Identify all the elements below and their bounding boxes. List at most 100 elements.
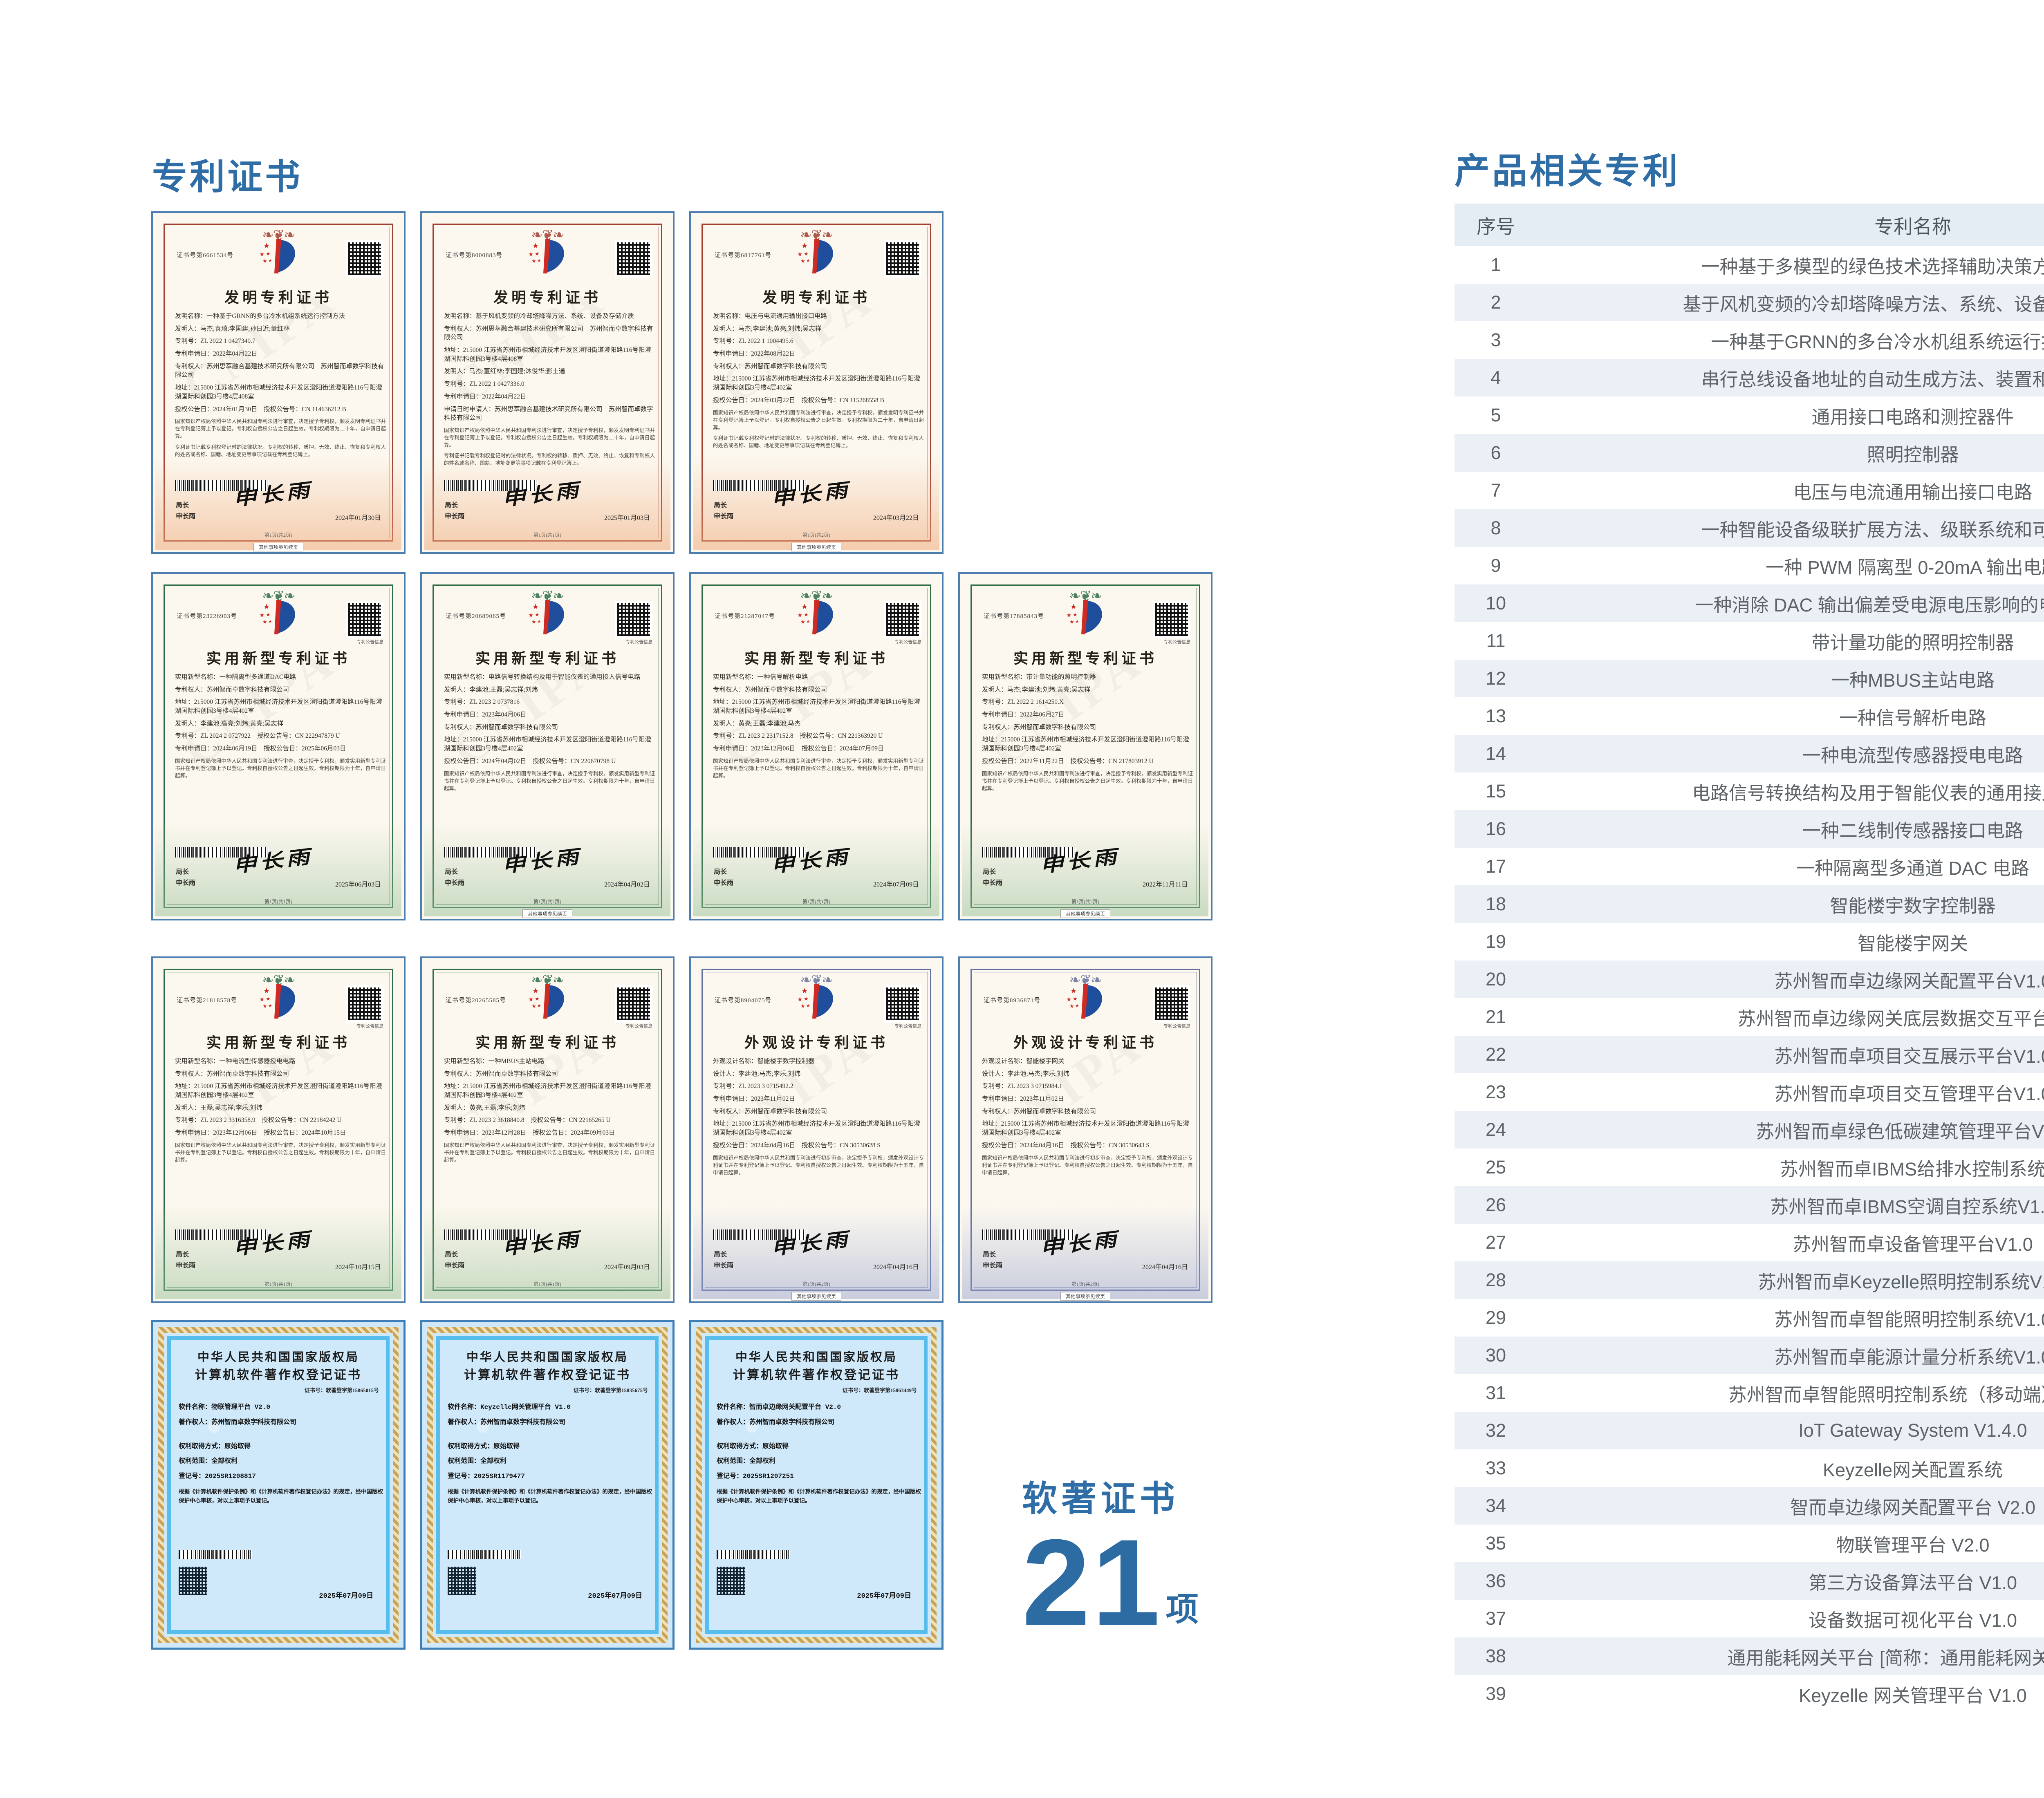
- svg-text:★: ★: [266, 611, 271, 618]
- cell-patent-no: 31: [1485, 1382, 1506, 1403]
- cell-patent-name: 通用能耗网关平台 [简称：通用能耗网关] V2.0: [1727, 1647, 2044, 1668]
- cell-patent-no: 33: [1485, 1458, 1506, 1478]
- certificate-paper: 中华人民共和国国家版权局 计算机软件著作权登记证书 证书号：软著登字第15835…: [420, 1320, 675, 1650]
- barcode: [713, 847, 807, 858]
- cnipa-logo-icon: ★ ★ ★ ★ ★: [1063, 983, 1108, 1022]
- certificate-bottom-gradient: [424, 822, 670, 916]
- cell-patent-name: 苏州智而卓能源计量分析系统V1.0: [1774, 1346, 2044, 1368]
- certificate-paper: ❧❦❧ 证书号第6817761号 ★ ★ ★ ★ ★ 发明专利证书 发明名称：电…: [689, 211, 944, 554]
- table-row: 8 一种智能设备级联扩展方法、级联系统和可存储介质 发明: [1455, 509, 2044, 547]
- table-row: 9 一种 PWM 隔离型 0-20mA 输出电路 发明: [1455, 547, 2044, 584]
- certificate-paragraphs: 国家知识产权局依照中华人民共和国专利法进行初步审查，决定授予专利权，颁发外观设计…: [982, 1155, 1193, 1176]
- cell-patent-name: 苏州智而卓智能照明控制系统V1.0: [1774, 1309, 2044, 1330]
- signature-block: 局长 申长雨: [983, 867, 1002, 889]
- svg-text:★: ★: [262, 1003, 267, 1009]
- authority-title: 中华人民共和国国家版权局: [197, 1351, 359, 1364]
- patent-certificates-title: 专利证书: [152, 157, 303, 197]
- qr-caption: 专利公告信息: [625, 1024, 652, 1029]
- cell-patent-no: 37: [1485, 1608, 1506, 1629]
- certificate-title: 发明专利证书: [224, 289, 332, 306]
- certificate-date: 2025年07月09日: [857, 1592, 911, 1600]
- barcode: [982, 1229, 1076, 1240]
- signature-block: 局长 申长雨: [445, 867, 464, 889]
- certificate-fields: 软件名称：智而卓边缘网关配置平台 V2.0 著作权人：苏州智而卓数字科技有限公司权…: [717, 1404, 841, 1480]
- cnipa-logo-icon: ★ ★ ★ ★ ★: [256, 983, 301, 1022]
- signer-name: 申长雨: [714, 1262, 734, 1269]
- product-patents-title: 产品相关专利: [1455, 152, 1680, 191]
- cnipa-logo-icon: ★ ★ ★ ★ ★: [794, 983, 839, 1022]
- qr-code: [346, 601, 383, 638]
- software-certificates-unit: 项: [1165, 1591, 1199, 1628]
- cell-patent-name: 一种信号解析电路: [1839, 707, 1986, 728]
- barcode: [179, 1550, 252, 1559]
- table-row: 5 通用接口电路和测控器件 发明: [1455, 396, 2044, 434]
- table-row: 4 串行总线设备地址的自动生成方法、装置和存储介质 发明: [1455, 359, 2044, 396]
- cell-patent-name: 一种智能设备级联扩展方法、级联系统和可存储介质: [1701, 519, 2044, 540]
- certificate-bottom-gradient: [693, 1205, 939, 1299]
- signer-role: 局长: [714, 1251, 727, 1258]
- qr-caption: 专利公告信息: [356, 1024, 383, 1029]
- cell-patent-no: 1: [1490, 254, 1501, 275]
- signer-name: 申长雨: [176, 879, 196, 887]
- page-note: 第1页(共2页): [802, 1281, 830, 1287]
- cell-patent-no: 7: [1490, 480, 1501, 501]
- table-row: 7 电压与电流通用输出接口电路 发明: [1455, 472, 2044, 509]
- certificate-date: 2025年07月09日: [319, 1592, 373, 1600]
- cell-patent-name: 一种电流型传感器授电电路: [1802, 745, 2023, 766]
- cell-patent-no: 15: [1485, 781, 1506, 802]
- qr-code: [884, 601, 921, 638]
- signer-name: 申长雨: [714, 879, 734, 887]
- barcode: [175, 1229, 269, 1240]
- cell-patent-no: 26: [1485, 1194, 1506, 1215]
- table-row: 26 苏州智而卓IBMS空调自控系统V1.0 软著: [1455, 1186, 2044, 1224]
- authority-title: 中华人民共和国国家版权局: [466, 1351, 628, 1364]
- qr-caption: 专利公告信息: [1163, 640, 1190, 645]
- barcode: [444, 480, 538, 491]
- table-row: 16 一种二线制传感器接口电路 实用新型: [1455, 810, 2044, 848]
- table-row: 39 Keyzelle 网关管理平台 V1.0 软著: [1455, 1675, 2044, 1713]
- cell-patent-no: 29: [1485, 1307, 1506, 1328]
- cell-patent-name: 智而卓边缘网关配置平台 V2.0: [1790, 1497, 2036, 1518]
- table-row: 25 苏州智而卓IBMS给排水控制系统 软著: [1455, 1149, 2044, 1186]
- cell-patent-no: 20: [1485, 969, 1506, 990]
- table-header-row: 序号 专利名称 专利类型: [1455, 204, 2044, 246]
- cell-patent-name: 一种消除 DAC 输出偏差受电源电压影响的电路及方法: [1695, 594, 2044, 616]
- signer-role: 局长: [983, 868, 996, 875]
- page-note: 第1页(共2页): [802, 532, 830, 538]
- cell-patent-no: 27: [1485, 1232, 1506, 1253]
- patent-certificate-thumbnail: ❧❦❧ 证书号第20689065号 ★ ★ ★ ★ ★ 专利公告信息 实用新型专…: [420, 572, 675, 920]
- certificate-paragraphs: 国家知识产权局依照中华人民共和国专利法进行审查，决定授予专利权，颁发发明专利证书…: [444, 427, 655, 466]
- cell-patent-no: 17: [1485, 856, 1506, 877]
- svg-text:★: ★: [806, 1003, 810, 1008]
- certificate-title: 实用新型专利证书: [1013, 650, 1157, 667]
- page-note: 第1页(共1页): [264, 899, 292, 905]
- svg-text:★: ★: [1075, 1003, 1079, 1008]
- certificate-paper: ❧❦❧ 证书号第21818578号 ★ ★ ★ ★ ★ 专利公告信息 实用新型专…: [151, 956, 406, 1303]
- svg-text:★: ★: [268, 619, 272, 624]
- signer-role: 局长: [445, 1251, 458, 1258]
- cnipa-logo-icon: ★ ★ ★ ★ ★: [525, 237, 570, 277]
- certificate-number: 证书号第8936871号: [984, 997, 1041, 1004]
- product-patents-table: 序号 专利名称 专利类型 1 一种基于多模型的绿色技术选择辅助决策方法和系统 发…: [1455, 204, 2044, 1713]
- svg-text:★: ★: [801, 242, 808, 250]
- qr-code: [1153, 985, 1190, 1023]
- svg-text:★: ★: [532, 242, 539, 250]
- certificate-number: 证书号：软著登字第15863449号: [842, 1387, 917, 1393]
- svg-text:★: ★: [262, 258, 267, 264]
- svg-text:★: ★: [262, 619, 267, 625]
- certificate-fields: 外观设计名称：智能楼宇数字控制器 设计人：李建池;马杰;李乐;刘炜 专利号：ZL 2…: [713, 1058, 921, 1149]
- signer-name: 申长雨: [445, 879, 465, 887]
- header-no: 序号: [1455, 204, 1537, 246]
- table-row: 23 苏州智而卓项目交互管理平台V1.0 软著: [1455, 1073, 2044, 1111]
- software-copyright-certificate-thumbnail: 中华人民共和国国家版权局 计算机软件著作权登记证书 证书号：软著登字第15835…: [420, 1320, 675, 1650]
- cnipa-logo-icon: ★ ★ ★ ★ ★: [256, 598, 301, 638]
- software-certificates-count: 21: [1022, 1514, 1162, 1651]
- qr-code: [884, 240, 921, 278]
- cell-patent-no: 2: [1490, 292, 1501, 313]
- certificate-paper: ❧❦❧ 证书号第8936871号 ★ ★ ★ ★ ★ 专利公告信息 外观设计专利…: [958, 956, 1213, 1303]
- table-row: 14 一种电流型传感器授电电路 实用新型: [1455, 735, 2044, 772]
- svg-text:★: ★: [801, 602, 808, 611]
- svg-text:★: ★: [528, 251, 533, 258]
- certificate-fields: 发明名称：基于风机变频的冷却塔降噪方法、系统、设备及存储介质 专利权人：苏州思萃融…: [444, 313, 653, 422]
- cell-patent-no: 22: [1485, 1044, 1506, 1065]
